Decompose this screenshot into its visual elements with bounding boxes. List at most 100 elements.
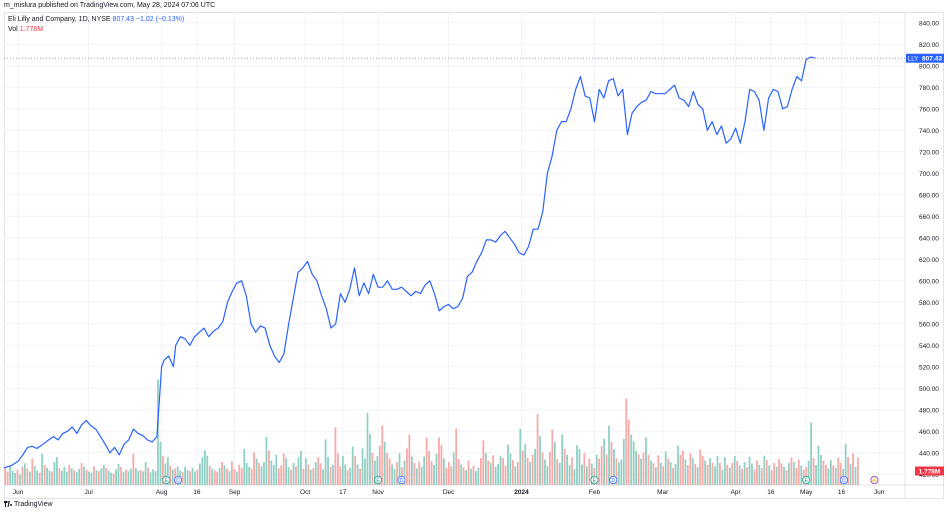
volume-bar xyxy=(457,459,460,485)
volume-bar xyxy=(539,436,541,485)
volume-bar xyxy=(435,453,438,485)
volume-bar xyxy=(576,445,578,485)
price-axis[interactable]: 420.00440.00460.00480.00500.00520.00540.… xyxy=(919,20,939,479)
volume-bar xyxy=(359,468,361,485)
volume-bar xyxy=(176,466,179,485)
y-tick-label: 660.00 xyxy=(919,214,939,221)
y-tick-label: 840.00 xyxy=(919,20,939,27)
volume-bar xyxy=(657,455,660,485)
volume-bar xyxy=(815,464,817,485)
volume-bar xyxy=(645,437,647,485)
volume-bar xyxy=(366,413,369,485)
volume-bar xyxy=(839,462,842,485)
x-tick-label: Jul xyxy=(85,489,94,496)
legend-volume-label: Vol xyxy=(8,26,18,33)
volume-bar xyxy=(428,450,430,485)
volume-bar xyxy=(499,455,502,485)
x-tick-label: Nov xyxy=(372,489,384,496)
volume-bar xyxy=(765,460,768,485)
event-marker xyxy=(590,475,599,484)
volume-bar xyxy=(139,470,142,485)
volume-bar xyxy=(812,458,815,485)
volume-bar xyxy=(723,457,726,485)
footer-brand[interactable]: TradingView xyxy=(4,501,53,508)
chart-legend: Eli Lilly and Company, 1D, NYSE 807.43 −… xyxy=(8,15,184,35)
chart-pane[interactable] xyxy=(4,12,944,499)
volume-bar xyxy=(164,463,167,485)
volume-bar xyxy=(640,458,642,485)
volume-bar xyxy=(534,449,536,485)
volume-bar xyxy=(701,455,704,485)
time-axis[interactable]: Jun Jul Aug 16 Sep Oct 17 Nov Dec 2024 Feb Mar Apr 16… xyxy=(13,489,885,496)
volume-bar xyxy=(386,452,389,485)
volume-bar xyxy=(684,459,687,485)
volume-bar xyxy=(440,445,443,485)
volume-bar xyxy=(184,466,186,485)
volume-bar xyxy=(834,467,837,485)
volume-bar xyxy=(822,460,825,485)
y-tick-label: 700.00 xyxy=(919,171,939,178)
volume-bar xyxy=(154,471,157,485)
tradingview-logo-icon xyxy=(4,501,12,507)
volume-bar xyxy=(455,428,458,485)
volume-bar xyxy=(28,471,31,485)
volume-bar xyxy=(470,468,472,485)
volume-bar xyxy=(854,466,857,485)
volume-bar xyxy=(558,462,561,485)
event-marker xyxy=(870,475,879,484)
volume-bar xyxy=(65,471,68,485)
volume-bar xyxy=(369,434,371,485)
volume-bar xyxy=(171,469,174,485)
volume-bar xyxy=(733,456,736,485)
volume-bar xyxy=(356,464,359,485)
volume-bar xyxy=(800,465,803,485)
volume-bar xyxy=(228,471,231,485)
volume-bar xyxy=(689,453,692,485)
volume-bar xyxy=(741,468,743,485)
price-line xyxy=(3,56,816,469)
volume-bar xyxy=(285,458,288,485)
last-price-tag xyxy=(920,53,944,63)
volume-bar xyxy=(600,446,603,485)
volume-bar xyxy=(277,468,280,485)
volume-bar xyxy=(68,464,71,485)
volume-bar xyxy=(775,466,778,485)
volume-bar xyxy=(748,456,751,485)
volume-bar xyxy=(763,455,766,485)
volume-bar xyxy=(667,458,670,485)
volume-bar xyxy=(297,457,300,485)
event-markers: E D E D E D E D ⚡ xyxy=(162,475,879,484)
volume-bar xyxy=(186,470,189,485)
volume-bar xyxy=(536,413,539,485)
volume-bar xyxy=(783,466,785,485)
event-marker-label: ⚡ xyxy=(871,477,877,484)
legend-volume-value: 1.778M xyxy=(19,26,44,33)
volume-bar xyxy=(494,466,497,485)
volume-bar xyxy=(462,467,465,485)
volume-bar xyxy=(672,467,674,485)
volume-bar xyxy=(46,467,48,485)
volume-bar xyxy=(598,458,601,485)
volume-bar xyxy=(314,461,317,485)
volume-bar xyxy=(420,466,423,485)
event-marker-label: E xyxy=(376,478,380,484)
volume-bar xyxy=(849,463,852,485)
volume-bar xyxy=(16,469,19,485)
volume-bar xyxy=(573,469,576,485)
volume-bar xyxy=(391,464,394,485)
volume-bar xyxy=(393,468,396,485)
volume-bar xyxy=(788,462,790,485)
volume-bar xyxy=(753,469,756,485)
volume-bar xyxy=(373,460,376,485)
volume-bar xyxy=(194,471,196,485)
volume-bar xyxy=(696,467,699,485)
volume-bar xyxy=(144,461,147,485)
volume-bar xyxy=(169,465,172,485)
event-marker xyxy=(374,475,383,484)
volume-bar xyxy=(827,468,830,485)
y-tick-label: 500.00 xyxy=(919,386,939,393)
last-volume-text: 1.778M xyxy=(919,468,941,475)
event-marker-label: D xyxy=(176,478,180,484)
volume-bar xyxy=(682,450,684,485)
